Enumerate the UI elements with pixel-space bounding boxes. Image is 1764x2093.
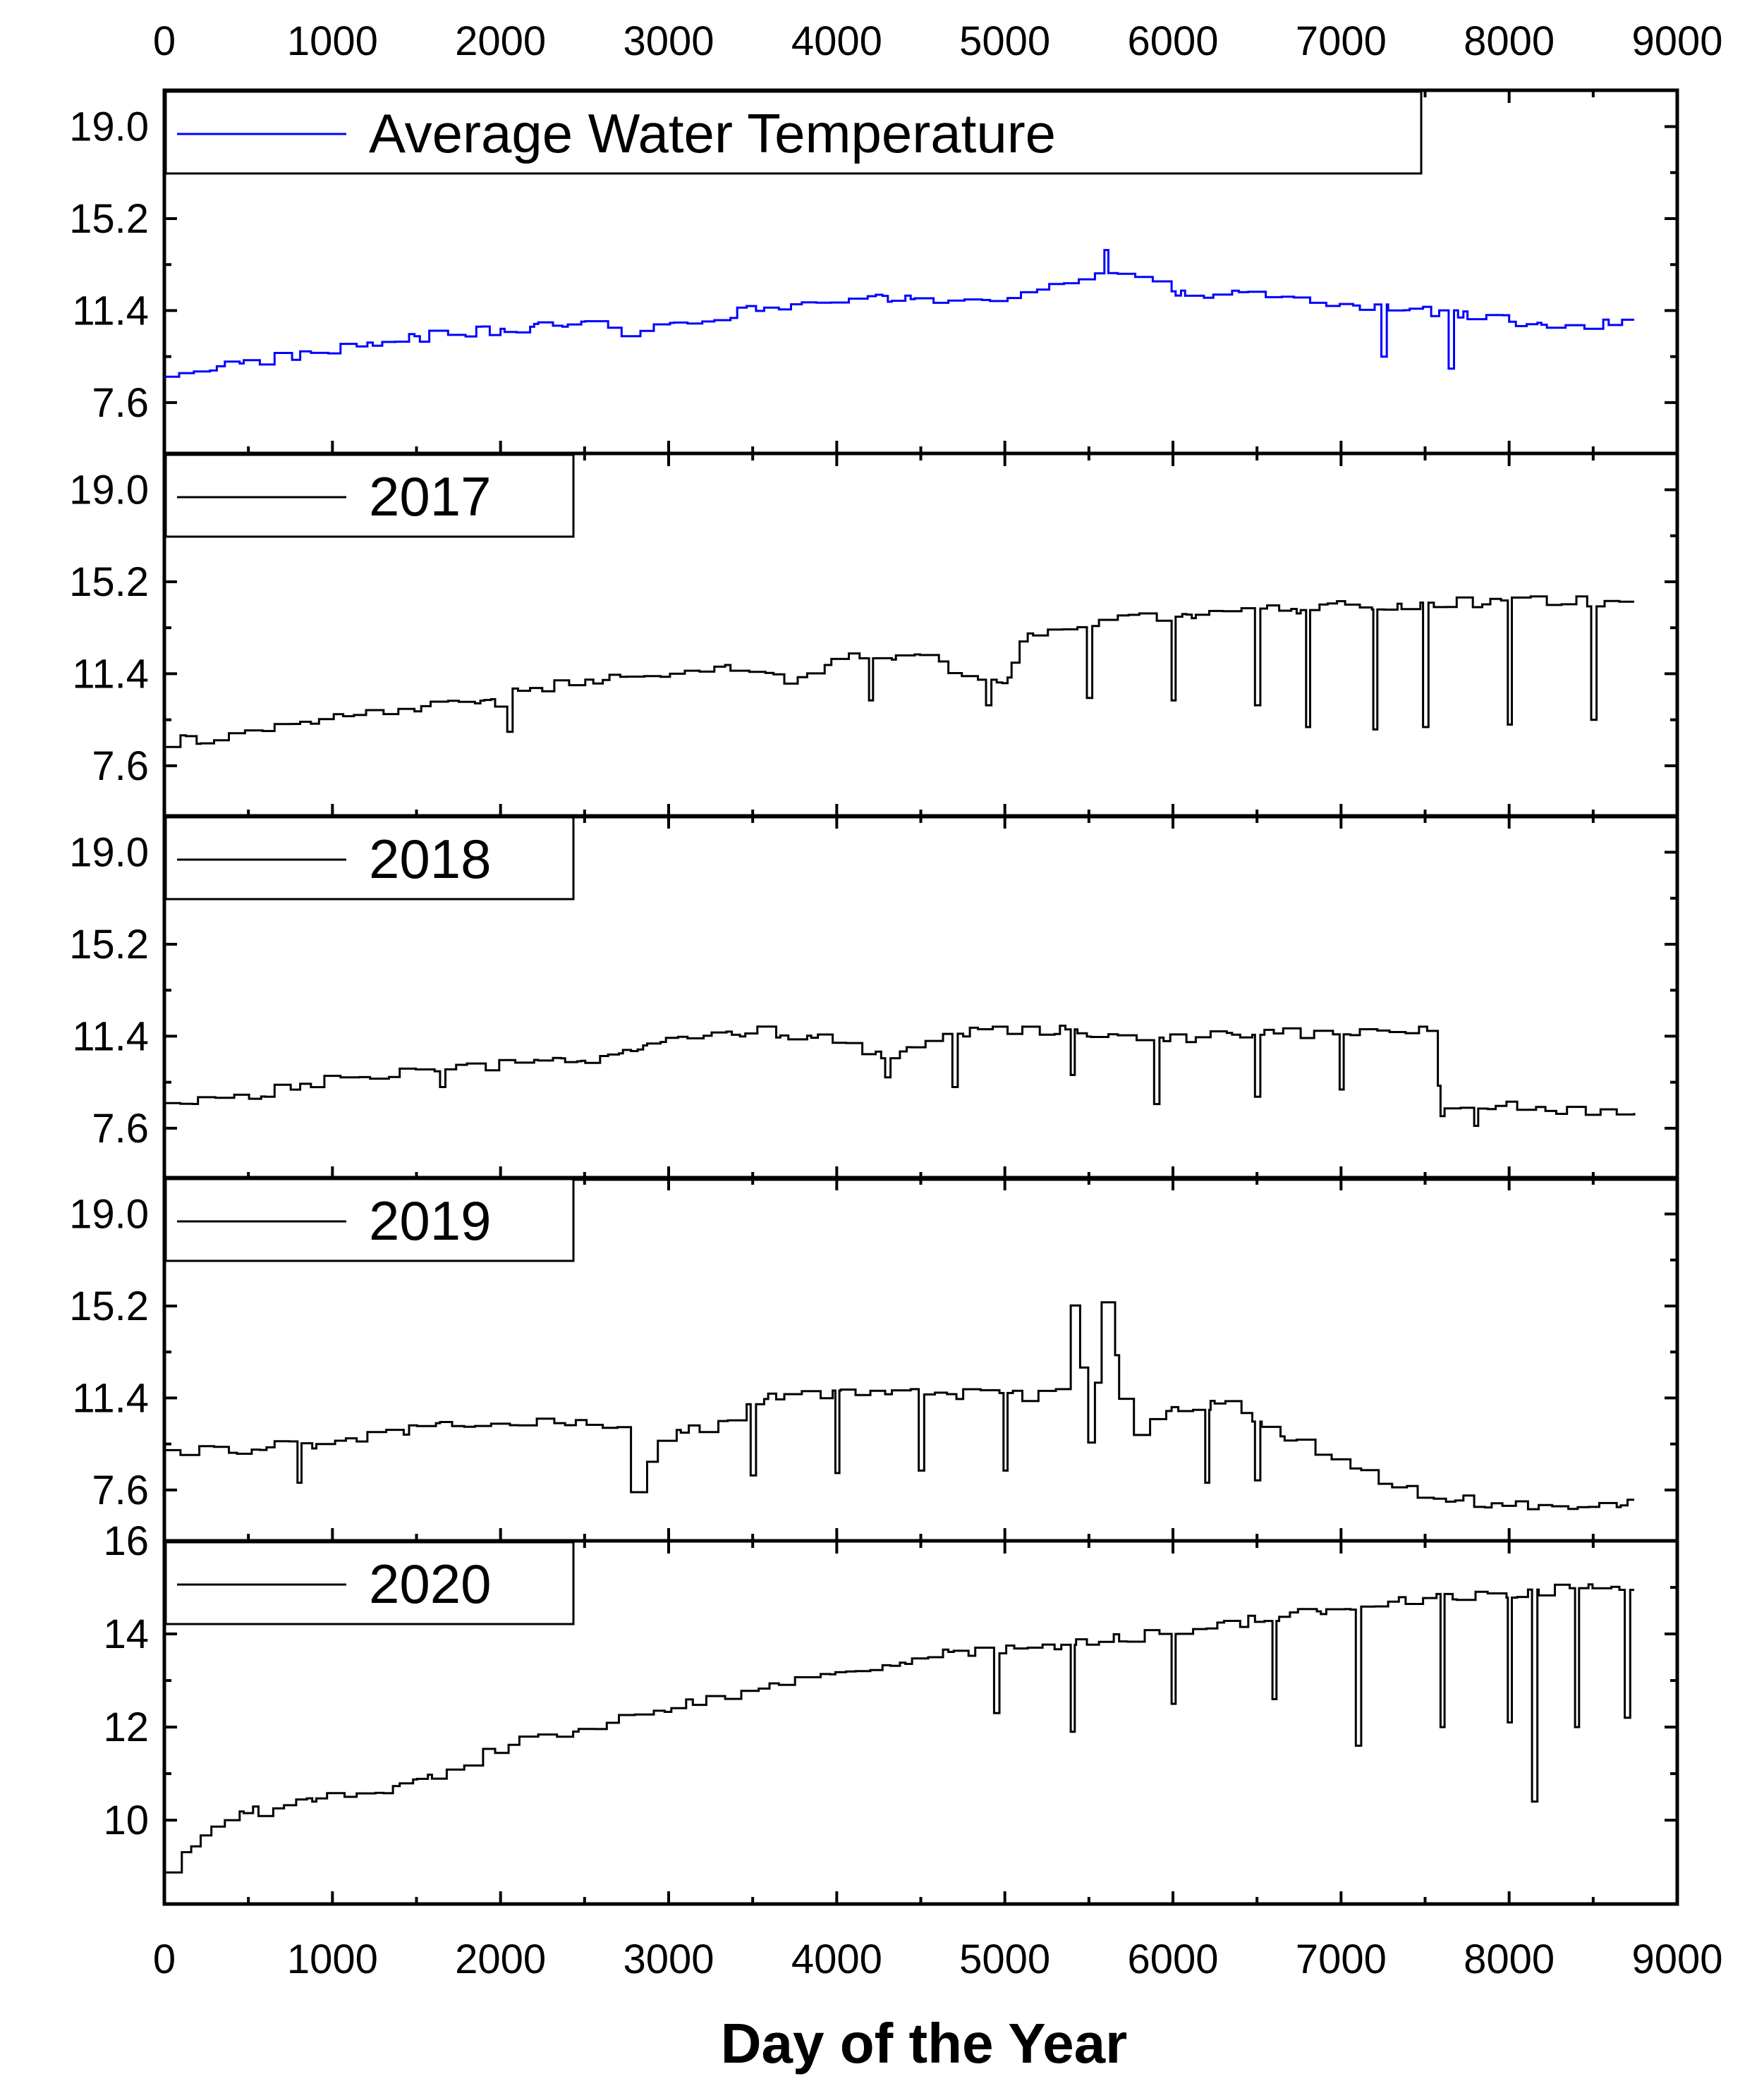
series-line-5 [164,1583,1634,1874]
x-tick-label-bottom: 3000 [623,1936,714,1982]
legend-label: 2019 [369,1190,492,1252]
legend: 2018 [164,816,575,901]
x-tick-label-top: 4000 [791,18,882,64]
x-tick-label-bottom: 2000 [455,1936,546,1982]
x-axis-top: 0 1000 2000 3000 4000 5000 6000 7000 8000 9000 [153,18,1723,64]
legend: 2020 [164,1541,575,1625]
y-tick-label: 11.4 [72,1375,149,1421]
x-tick-label-bottom: 7000 [1296,1936,1387,1982]
panel-5: 10 12 14 16 2020 [103,1518,1679,1906]
x-tick-label-bottom: 6000 [1127,1936,1218,1982]
y-tick-label: 7.6 [92,743,149,789]
panel-1: 7.6 11.4 15.2 19.0 Average Water Temperature [69,88,1679,456]
y-tick-label: 14 [103,1611,149,1657]
panel-3: 7.6 11.4 15.2 19.0 2018 [69,814,1679,1181]
y-tick-label: 10 [103,1798,149,1843]
y-tick-label: 15.2 [69,1283,149,1329]
legend: 2017 [164,453,575,538]
legend-label: Average Water Temperature [369,102,1056,164]
x-tick-label-bottom: 0 [153,1936,176,1982]
series-line-1 [164,249,1634,378]
x-tick-label-top: 3000 [623,18,714,64]
x-tick-label-top: 5000 [959,18,1050,64]
y-tick-label: 19.0 [69,468,149,513]
y-tick-label: 15.2 [69,196,149,242]
legend-box [164,1178,575,1262]
legend-box [164,1541,575,1625]
series-line-3 [164,1025,1636,1127]
y-tick-label: 19.0 [69,1192,149,1238]
y-tick-label: 7.6 [92,1106,149,1152]
panel-2: 7.6 11.4 15.2 19.0 2017 [69,451,1679,819]
y-tick-label: 19.0 [69,830,149,876]
legend-label: 2018 [369,828,492,890]
y-tick-label: 7.6 [92,380,149,426]
y-tick-label: 7.6 [92,1467,149,1513]
x-tick-label-top: 6000 [1127,18,1218,64]
y-tick-label: 11.4 [72,1013,149,1059]
x-tick-label-bottom: 5000 [959,1936,1050,1982]
x-tick-label-top: 7000 [1296,18,1387,64]
legend: 2019 [164,1178,575,1262]
x-tick-label-top: 9000 [1631,18,1722,64]
legend: Average Water Temperature [164,90,1423,175]
x-tick-label-top: 2000 [455,18,546,64]
legend-box [164,90,1423,175]
x-tick-label-top: 1000 [287,18,378,64]
x-tick-label-top: 8000 [1464,18,1555,64]
x-axis-bottom: 0 1000 2000 3000 4000 5000 6000 7000 8000 9000 [153,1936,1723,1982]
panels: 7.6 11.4 15.2 19.0 Average Water Temperature… [69,88,1679,1906]
legend-box [164,816,575,901]
y-tick-label: 16 [103,1518,149,1564]
x-tick-label-bottom: 4000 [791,1936,882,1982]
x-tick-label-bottom: 8000 [1464,1936,1555,1982]
x-tick-label-top: 0 [153,18,176,64]
x-tick-label-bottom: 9000 [1631,1936,1722,1982]
legend-box [164,453,575,538]
y-tick-label: 11.4 [72,651,149,697]
x-axis-title: Day of the Year [721,2012,1128,2075]
y-tick-label: 12 [103,1704,149,1750]
series-line-2 [164,595,1634,748]
y-tick-label: 19.0 [69,104,149,150]
panel-4: 7.6 11.4 15.2 19.0 2019 [69,1176,1679,1543]
x-tick-label-bottom: 1000 [287,1936,378,1982]
series-line-4 [164,1301,1634,1511]
y-tick-label: 11.4 [72,288,149,334]
legend-label: 2020 [369,1553,492,1615]
y-tick-label: 15.2 [69,559,149,605]
y-tick-label: 15.2 [69,922,149,968]
legend-label: 2017 [369,465,492,527]
